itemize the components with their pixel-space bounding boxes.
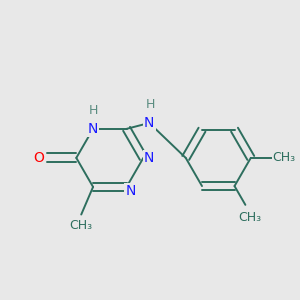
Text: N: N [144,116,154,130]
Text: CH₃: CH₃ [238,211,261,224]
Text: H: H [146,98,155,111]
Text: CH₃: CH₃ [273,152,296,164]
Text: H: H [88,103,98,117]
Text: N: N [88,122,98,136]
Text: O: O [33,151,44,165]
Text: CH₃: CH₃ [70,219,93,232]
Text: N: N [125,184,136,198]
Text: N: N [144,151,154,165]
